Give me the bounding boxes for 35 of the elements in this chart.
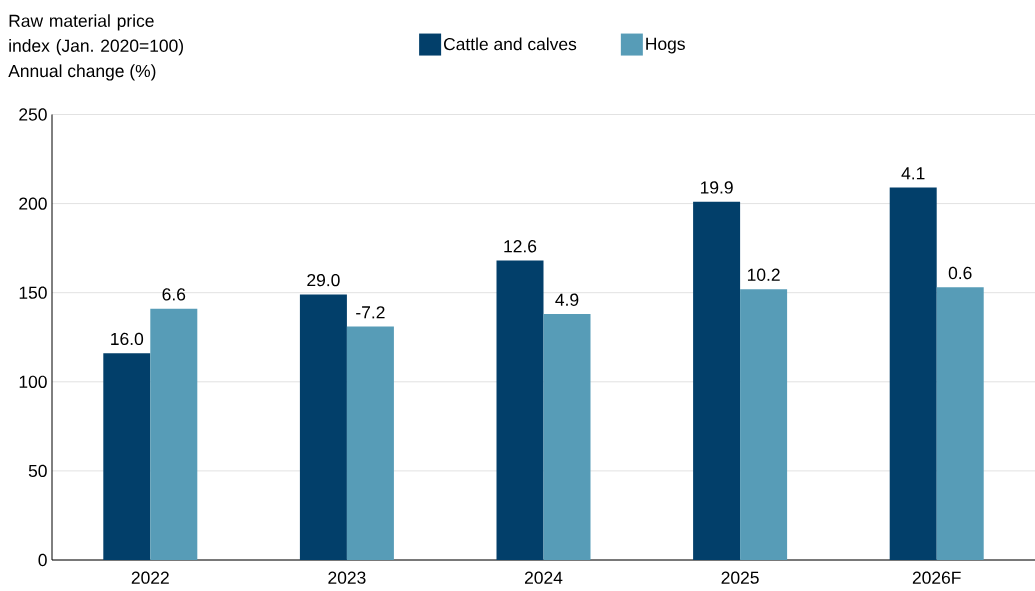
annotation: 6.6 [162,288,186,301]
bar [103,353,151,560]
bar [693,201,741,560]
bar [150,308,198,560]
legend-label: Hogs [646,37,685,54]
x-tick-label: 2026F [912,571,961,584]
text: Annual change (%) [8,64,156,81]
annotation: 4.9 [555,293,579,306]
annotation: 29.0 [307,273,340,287]
y-tick-label: 250 [19,108,47,121]
annotation: 0.6 [948,266,972,280]
x-tick-label: 2023 [328,571,366,584]
legend-label: Cattle and calves [444,37,577,51]
bar [346,326,394,560]
bar [889,187,937,560]
bar [740,289,788,560]
annotation: -7.2 [356,306,385,319]
bar [543,314,591,560]
annotation: 12.6 [504,240,537,253]
annotation: 19.9 [700,181,733,194]
annotation: 10.2 [747,268,780,281]
x-tick-label: 2024 [524,571,563,584]
bar [936,287,984,560]
y-tick-label: 100 [19,375,47,388]
y-tick-label: 150 [19,286,47,299]
y-tick-label: 200 [19,197,47,210]
y-tick-label: 0 [38,553,47,567]
y-axis-title: Raw material price index (Jan. 2020=100) [9,14,183,56]
bar [496,260,544,560]
x-tick-label: 2022 [131,571,169,584]
y-tick-label: 50 [28,464,47,478]
x-tick-label: 2025 [721,571,759,584]
annotation: 4.1 [901,167,925,180]
bar [299,294,347,560]
annotation: 16.0 [111,332,144,346]
